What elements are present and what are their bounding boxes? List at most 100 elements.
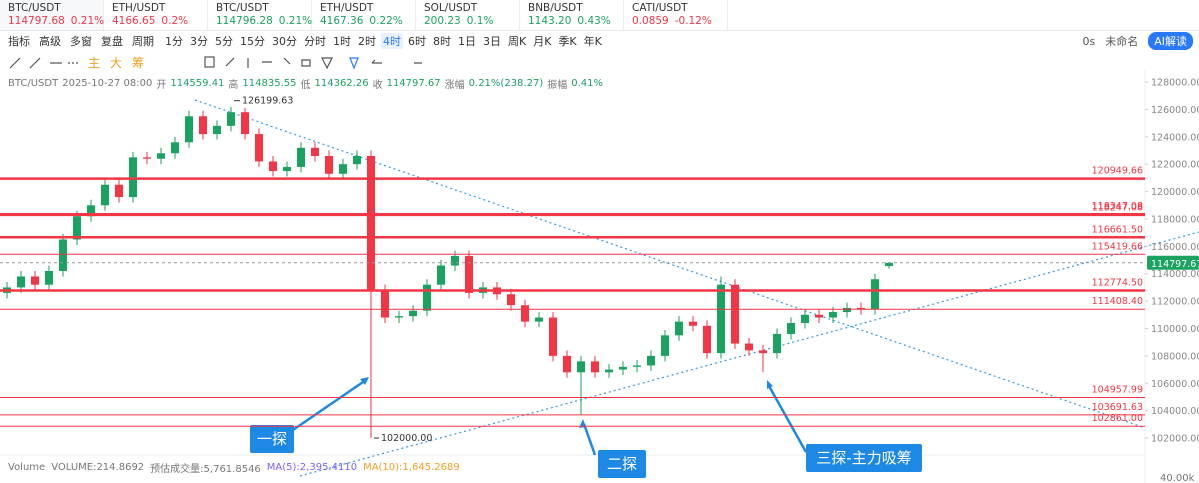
period-button[interactable]: 6时 (408, 35, 426, 48)
period-button[interactable]: 分时 (304, 35, 326, 48)
indicator-toggle[interactable]: 主 (88, 56, 101, 70)
info-symbol: BTC/USDT (8, 78, 59, 89)
callout-2: 二探 (579, 419, 646, 478)
level-label: 120949.66 (1092, 166, 1143, 177)
ticker-tab[interactable]: CATI/USDT 0.0859 -0.12% (624, 0, 728, 30)
candle-body (255, 134, 263, 162)
tab-change: 0.21% (278, 15, 313, 27)
toolbar-item[interactable]: 指标 (8, 35, 30, 48)
period-button[interactable]: 2时 (358, 35, 376, 48)
info-datetime: 2025-10-27 08:00 (62, 78, 153, 89)
toolbar-item[interactable]: 高级 (39, 35, 61, 48)
candle-body (521, 305, 529, 322)
period-button[interactable]: 30分 (272, 35, 297, 48)
candle-body (339, 164, 347, 174)
y-tick-label: 102000.00 (1151, 434, 1199, 445)
ai-button[interactable]: AI解读 (1148, 32, 1193, 50)
candle-body (199, 116, 207, 135)
toolbar-right: 0s 未命名 AI解读 (1082, 32, 1193, 50)
period-button[interactable]: 月K (533, 35, 552, 48)
tab-symbol: BTC/USDT (216, 2, 269, 14)
info-label: 涨幅 (444, 80, 465, 91)
toolbar-item[interactable]: 复盘 (101, 35, 123, 48)
candle-body (591, 361, 599, 373)
candle-body (311, 147, 319, 156)
period-button[interactable]: 3分 (190, 35, 208, 48)
y-tick-label: 112000.00 (1151, 297, 1199, 308)
ticker-tab[interactable]: ETH/USDT 4166.65 0.2% (104, 0, 208, 30)
level-label: 111408.40 (1092, 296, 1143, 307)
level-label: 116661.50 (1092, 224, 1143, 235)
candle-body (101, 184, 109, 206)
level-label: 103691.63 (1092, 402, 1143, 413)
tab-symbol: CATI/USDT (632, 2, 688, 14)
candle-body (115, 184, 123, 198)
candle-body (619, 366, 627, 370)
toolbar-item[interactable]: 周期 (132, 35, 154, 48)
info-label: 高 (228, 80, 239, 91)
y-tick-label: 128000.00 (1151, 78, 1199, 89)
toolbar-right-item[interactable]: 0s (1082, 34, 1096, 48)
last-price-tag (1147, 255, 1199, 270)
candle-body (451, 255, 459, 266)
toolbar-item[interactable]: 多窗 (70, 35, 92, 48)
indicator-toggle[interactable]: 筹 (132, 56, 145, 70)
candle-body (465, 255, 473, 293)
candle-body (731, 284, 739, 344)
ticker-tab[interactable]: BNB/USDT 1143.20 0.43% (520, 0, 624, 30)
tab-price: 4166.65 (112, 15, 156, 27)
ticker-tab[interactable]: BTC/USDT 114796.28 0.21% (208, 0, 312, 30)
candle-body (759, 350, 767, 354)
toolbar-right-item[interactable]: 未命名 (1105, 35, 1139, 48)
candle-body (717, 284, 725, 354)
candle-body (661, 335, 669, 356)
period-button[interactable]: 1时 (333, 35, 351, 48)
period-button[interactable]: 5分 (215, 35, 233, 48)
y-tick-label: 114000.00 (1151, 269, 1199, 280)
level-label: 102861.00 (1092, 413, 1143, 424)
tab-price: 0.0859 (632, 15, 669, 27)
period-button[interactable]: 3日 (483, 35, 501, 48)
ticker-tab[interactable]: ETH/USDT 4167.36 0.22% (312, 0, 416, 30)
callout-text: 一探 (257, 430, 287, 448)
period-button[interactable]: 年K (583, 35, 602, 48)
tab-price-row: 200.23 0.1% (424, 15, 519, 28)
y-tick-label: 120000.00 (1151, 187, 1199, 198)
period-button[interactable]: 4时 (381, 33, 403, 49)
candle-body (269, 161, 277, 172)
info-label: 收 (372, 80, 383, 91)
candle-body (45, 270, 53, 285)
indicator-toggle[interactable]: 大 (110, 56, 123, 70)
trough-label: 102000.00 (381, 433, 432, 444)
y-tick-label: 124000.00 (1151, 132, 1199, 143)
period-button[interactable]: 8时 (433, 35, 451, 48)
candle-body (437, 265, 445, 285)
candle-body (409, 310, 417, 317)
period-button[interactable]: 1分 (165, 35, 183, 48)
candle-body (353, 155, 361, 165)
candle-body (395, 316, 403, 318)
candle-body (745, 343, 753, 351)
callout-3: 三探-主力吸筹 (767, 380, 922, 472)
callout-text: 二探 (607, 455, 637, 473)
tab-symbol: BNB/USDT (528, 2, 583, 14)
candle-body (297, 147, 305, 167)
candle-body (787, 323, 795, 334)
volume-line: Volume VOLUME:214.8692 预估成交量:5,761.8546 MA(… (8, 460, 460, 475)
tab-change: 0.2% (161, 15, 189, 27)
ticker-tab[interactable]: BTC/USDT 114797.68 0.21% (0, 0, 104, 30)
tab-price-row: 114797.68 0.21% (8, 15, 104, 28)
period-button[interactable]: 季K (558, 35, 577, 48)
period-button[interactable]: 1日 (458, 35, 476, 48)
candle-body (815, 314, 823, 318)
candle-body (59, 239, 67, 271)
candle-body (801, 314, 809, 324)
ticker-tab[interactable]: SOL/USDT 200.23 0.1% (416, 0, 520, 30)
ticker-tabs: BTC/USDT 114797.68 0.21% ETH/USDT 4166.65 0.2… (0, 0, 1199, 31)
tab-change: 0.1% (466, 15, 494, 27)
candle-body (871, 279, 879, 310)
y-tick-label: 118000.00 (1151, 214, 1199, 225)
period-button[interactable]: 周K (508, 35, 527, 48)
period-button[interactable]: 15分 (240, 35, 265, 48)
